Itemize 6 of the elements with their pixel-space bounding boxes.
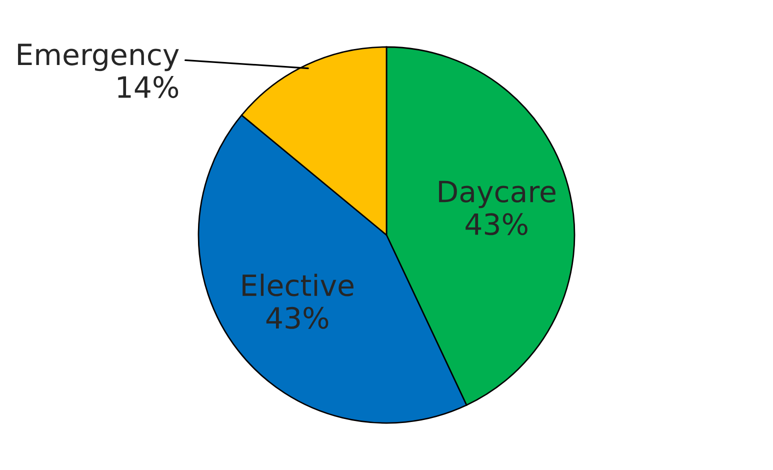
data-label: 43% (466, 213, 528, 236)
slice-label: Emergency (18, 44, 179, 72)
data-label: 43% (266, 306, 328, 329)
data-label: 14% (118, 76, 178, 98)
slice-label: Elective (242, 274, 354, 296)
slice-label: Daycare (439, 180, 556, 208)
